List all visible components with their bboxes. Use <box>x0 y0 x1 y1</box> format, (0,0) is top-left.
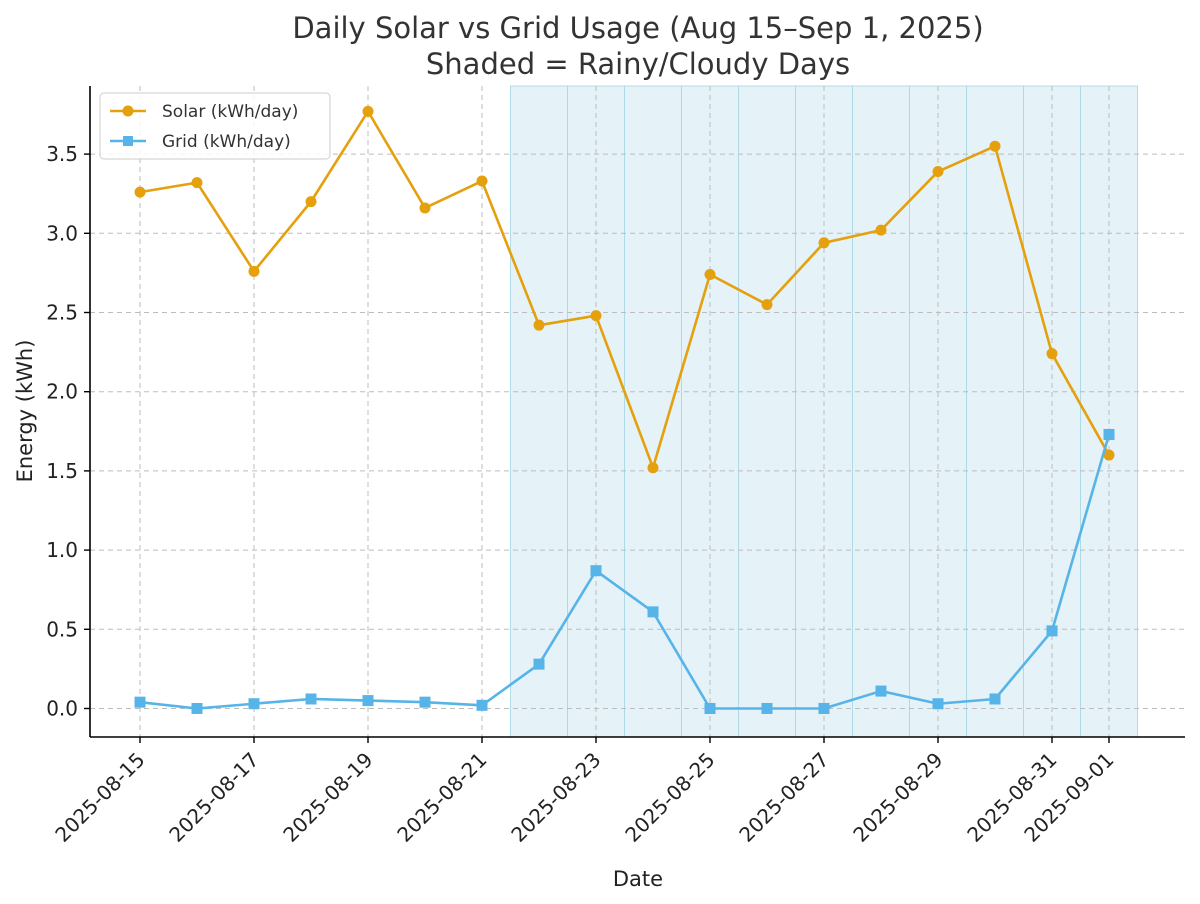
solar-point-2025-08-17 <box>248 265 260 277</box>
y-tick-label-3.5: 3.5 <box>46 142 78 166</box>
solar-point-2025-08-25 <box>704 268 716 280</box>
legend-grid-marker <box>123 136 133 146</box>
legend-solar-label: Solar (kWh/day) <box>162 102 298 122</box>
solar-point-2025-08-19 <box>362 105 374 117</box>
y-tick-label-1.5: 1.5 <box>46 459 78 483</box>
y-axis-label: Energy (kWh) <box>13 340 37 483</box>
x-axis-label: Date <box>613 867 663 891</box>
grid-lines <box>90 86 1185 737</box>
grid-point-2025-08-19 <box>362 695 374 707</box>
y-axis-ticks: 0.0 0.5 1.0 1.5 2.0 2.5 3.0 3.5 <box>46 142 90 720</box>
shaded-day-2025-08-26 <box>738 85 796 738</box>
y-tick-label-0.5: 0.5 <box>46 617 78 641</box>
solar-point-2025-08-24 <box>647 462 659 474</box>
solar-point-2025-08-30 <box>989 140 1001 152</box>
solar-point-2025-08-27 <box>818 237 830 249</box>
x-tick-label-2025-08-25: 2025-08-25 <box>620 748 719 847</box>
y-tick-label-2.0: 2.0 <box>46 380 78 404</box>
solar-point-2025-08-22 <box>533 319 545 331</box>
solar-point-2025-08-20 <box>419 202 431 214</box>
solar-point-2025-08-16 <box>191 177 203 189</box>
chart-title: Daily Solar vs Grid Usage (Aug 15–Sep 1,… <box>292 11 983 45</box>
solar-point-2025-08-18 <box>305 196 317 208</box>
axes <box>89 86 1185 738</box>
grid-point-2025-08-26 <box>761 702 773 714</box>
shaded-day-2025-08-28 <box>852 85 910 738</box>
grid-point-2025-08-20 <box>419 696 431 708</box>
y-tick-label-3.0: 3.0 <box>46 221 78 245</box>
solar-point-2025-08-29 <box>932 166 944 178</box>
grid-point-2025-08-22 <box>533 658 545 670</box>
solar-point-2025-08-21 <box>476 175 488 187</box>
x-axis-ticks: 2025-08-15 2025-08-17 2025-08-19 2025-08-21… <box>50 737 1119 847</box>
x-tick-label-2025-08-21: 2025-08-21 <box>392 748 491 847</box>
solar-point-2025-08-31 <box>1046 348 1058 360</box>
y-tick-label-0.0: 0.0 <box>46 696 78 720</box>
grid-point-2025-08-18 <box>305 693 317 705</box>
grid-point-2025-08-21 <box>476 699 488 711</box>
grid-point-2025-09-01 <box>1103 428 1115 440</box>
solar-point-2025-08-28 <box>875 224 887 236</box>
y-tick-label-1.0: 1.0 <box>46 538 78 562</box>
x-tick-label-2025-08-27: 2025-08-27 <box>734 748 833 847</box>
solar-point-2025-08-15 <box>134 186 146 198</box>
solar-series-line <box>139 110 1111 470</box>
grid-point-2025-08-17 <box>248 698 260 710</box>
grid-point-2025-08-31 <box>1046 625 1058 637</box>
solar-point-2025-09-01 <box>1103 449 1115 461</box>
shaded-day-2025-08-24 <box>624 85 682 738</box>
x-tick-label-2025-08-23: 2025-08-23 <box>506 748 605 847</box>
grid-point-2025-08-15 <box>134 696 146 708</box>
legend-frame <box>99 92 331 160</box>
legend-grid-label: Grid (kWh/day) <box>162 132 291 152</box>
legend-solar-marker <box>122 105 134 117</box>
x-tick-label-2025-08-19: 2025-08-19 <box>278 748 377 847</box>
grid-point-2025-08-27 <box>818 702 830 714</box>
grid-point-2025-08-30 <box>989 693 1001 705</box>
x-tick-label-2025-08-17: 2025-08-17 <box>164 748 263 847</box>
y-tick-label-2.5: 2.5 <box>46 301 78 325</box>
grid-point-2025-08-16 <box>191 702 203 714</box>
chart-subtitle: Shaded = Rainy/Cloudy Days <box>426 47 850 81</box>
grid-point-2025-08-23 <box>590 565 602 577</box>
shaded-day-2025-08-30 <box>966 85 1024 738</box>
solar-point-2025-08-23 <box>590 310 602 322</box>
legend: Solar (kWh/day) Grid (kWh/day) <box>99 92 331 160</box>
x-tick-label-2025-08-15: 2025-08-15 <box>50 748 149 847</box>
solar-point-2025-08-26 <box>761 299 773 311</box>
grid-point-2025-08-25 <box>704 702 716 714</box>
shaded-day-2025-08-22 <box>510 85 568 738</box>
grid-point-2025-08-29 <box>932 698 944 710</box>
grid-series-line <box>139 434 1111 710</box>
x-tick-label-2025-08-29: 2025-08-29 <box>848 748 947 847</box>
series-lines <box>134 105 1115 714</box>
grid-point-2025-08-24 <box>647 606 659 618</box>
grid-point-2025-08-28 <box>875 685 887 697</box>
